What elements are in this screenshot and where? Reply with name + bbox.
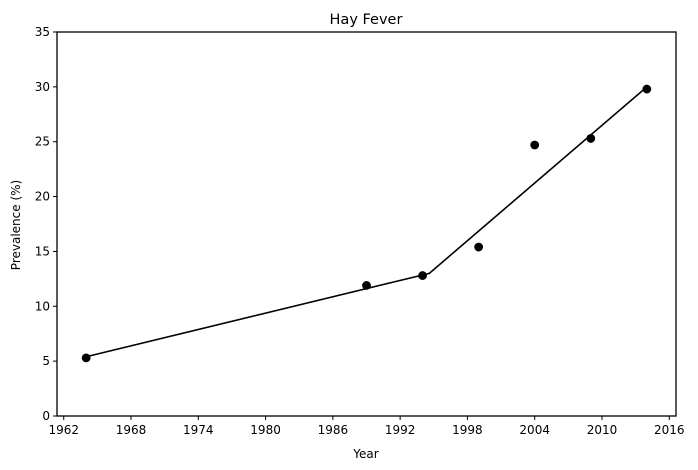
data-point <box>586 134 596 143</box>
y-tick-label: 30 <box>35 80 50 94</box>
y-tick-label: 10 <box>35 299 50 313</box>
x-tick-label: 1974 <box>183 423 214 437</box>
y-axis-title: Prevalence (%) <box>9 180 23 270</box>
y-tick-label: 20 <box>35 190 50 204</box>
y-tick-label: 35 <box>35 25 50 39</box>
plot-area <box>81 84 652 363</box>
y-tick-label: 0 <box>42 409 50 423</box>
y-tick-label: 5 <box>42 354 50 368</box>
plot-frame <box>56 31 677 417</box>
x-axis-title: Year <box>352 447 378 461</box>
chart-title: Hay Fever <box>330 12 403 28</box>
trend-line <box>85 86 648 358</box>
x-tick-label: 2004 <box>519 423 550 437</box>
data-point <box>642 84 652 94</box>
x-tick-label: 1992 <box>385 423 416 437</box>
x-tick-label: 1998 <box>452 423 483 437</box>
data-point <box>530 140 540 150</box>
data-point <box>418 271 427 280</box>
axes: 1962 1968 1974 1980 1986 1992 1998 2004 2010 2016… <box>35 25 685 437</box>
x-tick-label: 2016 <box>654 423 685 437</box>
data-point <box>474 242 484 252</box>
x-tick-label: 2010 <box>587 423 618 437</box>
x-tick-label: 1986 <box>318 423 349 437</box>
x-tick-label: 1962 <box>48 423 79 437</box>
data-point <box>81 353 91 363</box>
data-point <box>362 281 371 290</box>
x-tick-label: 1968 <box>116 423 147 437</box>
y-tick-label: 25 <box>35 135 50 149</box>
x-tick-label: 1980 <box>250 423 281 437</box>
y-tick-label: 15 <box>35 244 50 258</box>
